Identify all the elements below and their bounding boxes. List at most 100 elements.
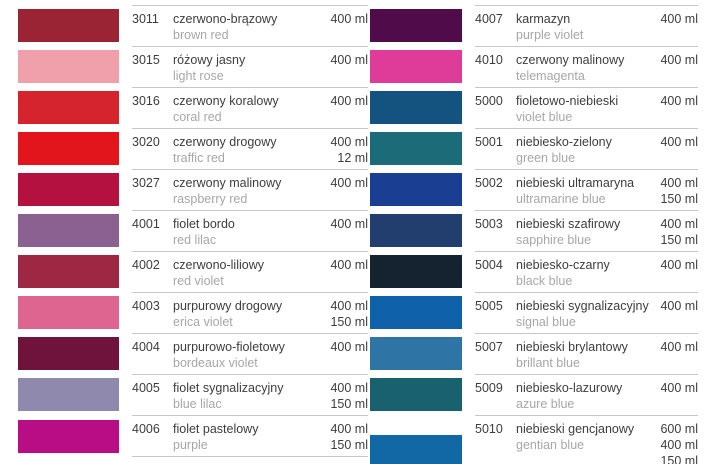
color-swatch [370, 296, 462, 329]
volume-value: 600 ml [660, 422, 698, 436]
volume-value: 400 ml [330, 53, 368, 67]
color-row: 3020 czerwony drogowy traffic red 400 ml… [18, 128, 368, 169]
volume-list: 400 ml 150 ml [650, 216, 698, 248]
ral-code: 3027 [132, 176, 160, 190]
ral-code: 4002 [132, 258, 160, 272]
color-name-english: brillant blue [516, 356, 580, 370]
color-row-content: 5004 niebiesko-czarny black blue 400 ml [475, 251, 698, 292]
color-names: niebiesko-zielony green blue [516, 134, 650, 166]
ral-code: 5002 [475, 176, 503, 190]
volume-value: 400 ml [330, 176, 368, 190]
color-name-polish: czerwony drogowy [173, 135, 277, 149]
color-names: niebiesko-czarny black blue [516, 257, 650, 289]
color-swatch [370, 255, 462, 288]
color-row: 5004 niebiesko-czarny black blue 400 ml [370, 251, 698, 292]
color-name-polish: fiolet sygnalizacyjny [173, 381, 284, 395]
color-row-content: 4003 purpurowy drogowy erica violet 400 … [132, 292, 368, 333]
color-swatch [18, 337, 119, 370]
color-names: różowy jasny light rose [173, 52, 320, 84]
volume-value: 400 ml [330, 422, 368, 436]
color-swatch [370, 50, 462, 83]
color-name-polish: fiolet bordo [173, 217, 235, 231]
volume-list: 400 ml [650, 339, 698, 355]
color-row-content: 3020 czerwony drogowy traffic red 400 ml… [132, 128, 368, 169]
color-name-polish: niebiesko-lazurowy [516, 381, 623, 395]
color-name-polish: czerwony koralowy [173, 94, 279, 108]
color-row: 4007 karmazyn purple violet 400 ml [370, 5, 698, 46]
color-names: niebieski brylantowy brillant blue [516, 339, 650, 371]
volume-value: 400 ml [660, 53, 698, 67]
volume-value: 400 ml [660, 176, 698, 190]
color-name-polish: niebiesko-zielony [516, 135, 612, 149]
color-swatch [370, 132, 462, 165]
volume-value: 150 ml [330, 438, 368, 452]
volume-list: 400 ml [320, 339, 368, 355]
color-row-content: 5001 niebiesko-zielony green blue 400 ml [475, 128, 698, 169]
color-name-english: traffic red [173, 151, 225, 165]
color-name-english: purple violet [516, 28, 584, 42]
color-name-english: coral red [173, 110, 222, 124]
ral-code: 4010 [475, 53, 503, 67]
color-names: czerwony drogowy traffic red [173, 134, 320, 166]
volume-value: 400 ml [660, 217, 698, 231]
color-row-content: 5003 niebieski szafirowy sapphire blue 4… [475, 210, 698, 251]
color-name-english: telemagenta [516, 69, 585, 83]
volume-value: 150 ml [660, 454, 698, 464]
color-swatch [370, 378, 462, 411]
color-swatch [18, 91, 119, 124]
color-row-content: 5007 niebieski brylantowy brillant blue … [475, 333, 698, 374]
ral-code: 5000 [475, 94, 503, 108]
ral-code: 3016 [132, 94, 160, 108]
color-row-content: 3027 czerwony malinowy raspberry red 400… [132, 169, 368, 210]
volume-value: 400 ml [330, 299, 368, 313]
color-names: niebieski sygnalizacyjny signal blue [516, 298, 650, 330]
color-name-english: green blue [516, 151, 576, 165]
volume-value: 150 ml [660, 192, 698, 206]
color-row-content: 4005 fiolet sygnalizacyjny blue lilac 40… [132, 374, 368, 415]
color-names: czerwony malinowy raspberry red [173, 175, 320, 207]
volume-list: 400 ml 150 ml [650, 175, 698, 207]
color-name-polish: różowy jasny [173, 53, 246, 67]
ral-code: 5010 [475, 422, 503, 436]
ral-code: 3015 [132, 53, 160, 67]
ral-code: 5005 [475, 299, 503, 313]
color-row-content: 3015 różowy jasny light rose 400 ml [132, 46, 368, 87]
color-name-polish: niebiesko-czarny [516, 258, 610, 272]
color-swatch [18, 214, 119, 247]
volume-list: 400 ml [650, 11, 698, 27]
volume-list: 400 ml [650, 93, 698, 109]
color-row: 3015 różowy jasny light rose 400 ml [18, 46, 368, 87]
color-row: 3027 czerwony malinowy raspberry red 400… [18, 169, 368, 210]
volume-value: 400 ml [660, 299, 698, 313]
color-names: niebieski ultramaryna ultramarine blue [516, 175, 650, 207]
ral-code: 3020 [132, 135, 160, 149]
volume-list: 400 ml [650, 134, 698, 150]
color-swatch [18, 378, 119, 411]
color-name-polish: czerwony malinowy [516, 53, 625, 67]
color-row: 3016 czerwony koralowy coral red 400 ml [18, 87, 368, 128]
color-names: fiolet pastelowy purple [173, 421, 320, 453]
volume-value: 400 ml [330, 135, 368, 149]
color-row: 4002 czerwono-liliowy red violet 400 ml [18, 251, 368, 292]
color-names: fiolet bordo red lilac [173, 216, 320, 248]
color-name-polish: czerwony malinowy [173, 176, 282, 190]
color-name-polish: purpurowy drogowy [173, 299, 283, 313]
volume-value: 400 ml [660, 94, 698, 108]
volume-list: 400 ml 150 ml [320, 380, 368, 412]
color-names: karmazyn purple violet [516, 11, 650, 43]
color-row-content: 3016 czerwony koralowy coral red 400 ml [132, 87, 368, 128]
color-swatch [370, 435, 462, 464]
volume-value: 400 ml [330, 94, 368, 108]
color-row: 5010 niebieski gencjanowy gentian blue 6… [370, 415, 698, 464]
color-row-content: 4010 czerwony malinowy telemagenta 400 m… [475, 46, 698, 87]
color-row-content: 4004 purpurowo-fioletowy bordeaux violet… [132, 333, 368, 374]
color-swatch [18, 50, 119, 83]
color-name-english: purple [173, 438, 208, 452]
color-swatch [370, 91, 462, 124]
color-names: niebieski szafirowy sapphire blue [516, 216, 650, 248]
color-names: czerwono-liliowy red violet [173, 257, 320, 289]
ral-code: 4003 [132, 299, 160, 313]
color-names: purpurowo-fioletowy bordeaux violet [173, 339, 320, 371]
color-row: 5002 niebieski ultramaryna ultramarine b… [370, 169, 698, 210]
